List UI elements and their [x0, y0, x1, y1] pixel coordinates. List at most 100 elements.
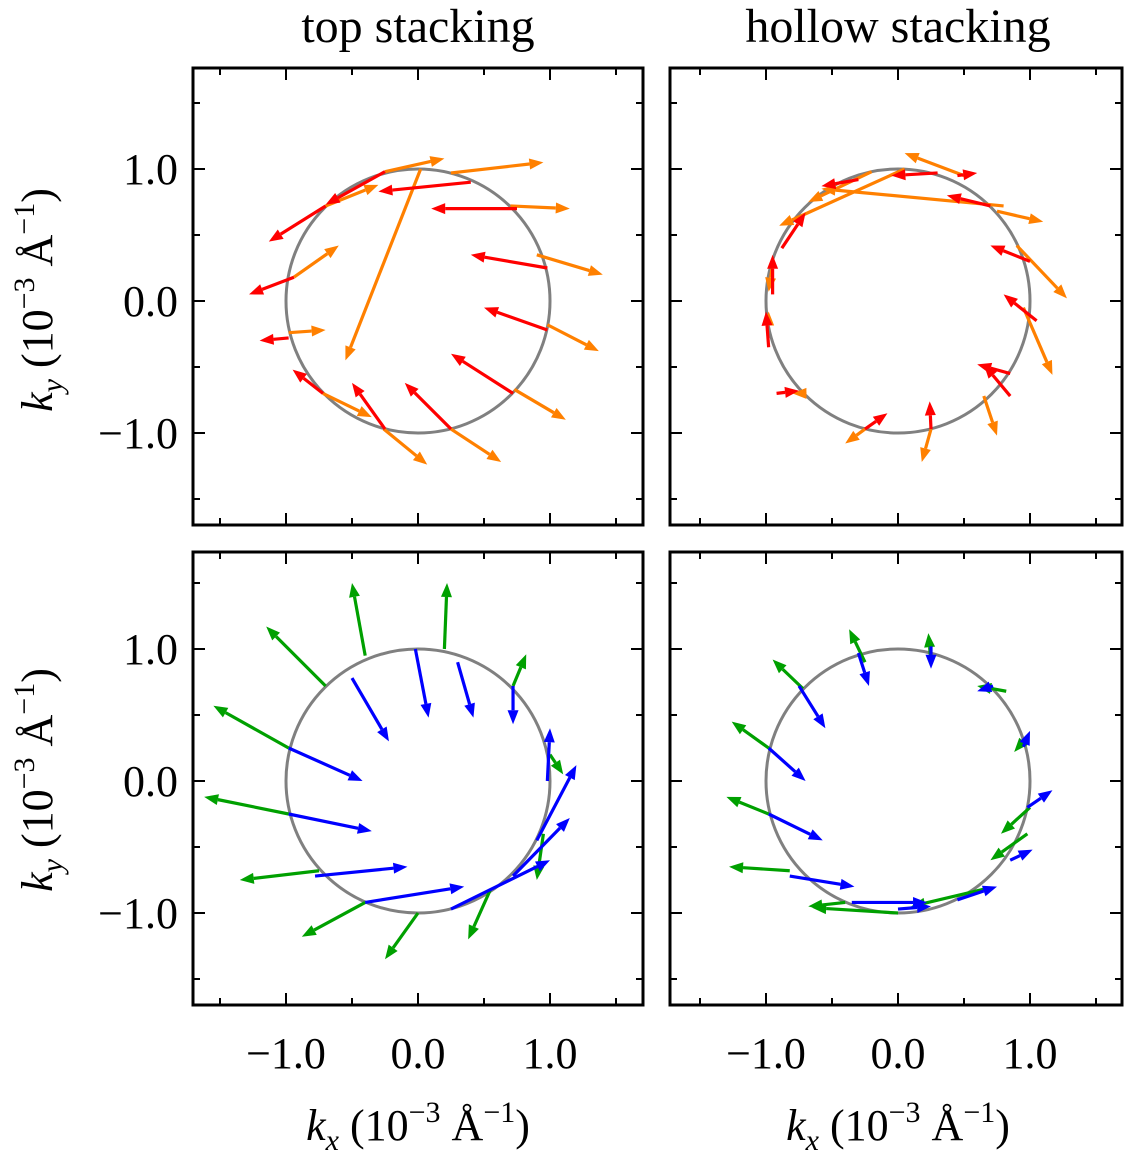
vector-arrow	[450, 860, 550, 911]
vector-arrow	[845, 427, 866, 444]
vector-arrow	[288, 325, 326, 337]
vector-arrow	[729, 862, 790, 874]
title-hollow-stacking: hollow stacking	[745, 0, 1050, 53]
vector-arrow	[507, 685, 519, 725]
vector-arrow	[301, 901, 366, 937]
vector-arrow	[1019, 730, 1030, 748]
vector-arrow	[543, 728, 555, 782]
vector-arrow	[456, 661, 475, 718]
panel-top-stacking-lower: −1.0 0.0 1.0 1.0 0.0 −1.0	[98, 550, 645, 1078]
x-tick-label: 0.0	[391, 1029, 446, 1078]
x-tick-label: 0.0	[871, 1029, 926, 1078]
vector-arrow	[904, 152, 965, 178]
vector-arrow	[325, 170, 386, 205]
vector-arrow	[213, 705, 290, 750]
vector-arrow	[982, 395, 998, 436]
vector-arrow	[382, 427, 428, 465]
panel-hollow-stacking-upper	[668, 66, 1124, 527]
vector-arrow	[996, 209, 1044, 225]
vector-arrow	[450, 158, 544, 175]
y-tick-label: 0.0	[123, 757, 178, 806]
vector-arrow	[731, 721, 770, 750]
vector-arrow	[1021, 306, 1053, 375]
vector-arrow	[1015, 244, 1067, 299]
vector-arrow	[1026, 790, 1053, 809]
vector-arrow	[364, 883, 465, 905]
vector-arrow	[548, 753, 564, 775]
vector-arrow	[287, 746, 363, 781]
x-axis-label-left: kx (10−3 Å−1)	[306, 1096, 530, 1153]
x-axis-label-right: kx (10−3 Å−1)	[786, 1096, 1010, 1153]
unit-circle	[764, 167, 1032, 435]
panel-hollow-stacking-lower: −1.0 0.0 1.0	[668, 550, 1124, 1078]
vector-arrow	[511, 817, 570, 878]
vector-arrow	[450, 427, 502, 463]
vector-arrow	[767, 746, 806, 781]
vector-arrow	[345, 168, 423, 361]
vector-arrow	[385, 912, 420, 960]
title-top-stacking: top stacking	[301, 0, 534, 53]
vector-arrow	[451, 353, 514, 395]
vector-arrow	[292, 369, 324, 395]
x-tick-label: −1.0	[726, 1029, 806, 1078]
vector-arrow	[378, 180, 471, 196]
vector-arrow	[821, 177, 859, 190]
vector-arrow	[1003, 294, 1038, 323]
vector-arrow	[352, 382, 387, 430]
vector-arrow	[413, 648, 432, 718]
vector-arrow	[350, 677, 389, 742]
vector-arrow	[726, 796, 770, 816]
vector-arrow	[546, 323, 599, 352]
vector-arrow	[767, 812, 823, 841]
vector-arrow	[983, 364, 1012, 398]
vector-arrow	[925, 646, 937, 669]
vector-arrow	[789, 874, 855, 890]
vector-arrow	[891, 169, 938, 181]
vector-arrow	[990, 245, 1031, 263]
vector-arrow	[808, 899, 846, 911]
vector-arrow	[470, 251, 548, 270]
vector-arrow	[924, 401, 936, 430]
y-axis-label-upper: ky (10−3 Å−1)	[8, 188, 69, 412]
vector-arrow	[266, 626, 327, 688]
vector-arrow	[468, 888, 493, 940]
vector-arrow	[761, 311, 773, 348]
vector-arrow	[990, 832, 1029, 861]
vector-arrow	[767, 254, 779, 295]
vector-arrow	[440, 583, 452, 650]
x-tick-label: 1.0	[1003, 1029, 1058, 1078]
vector-arrow	[510, 202, 570, 214]
panel-top-stacking-upper: 1.0 0.0 −1.0	[98, 66, 645, 527]
vector-arrow	[977, 681, 994, 693]
y-tick-label: 1.0	[123, 145, 178, 194]
vector-arrow	[849, 629, 867, 663]
y-tick-label: 1.0	[123, 625, 178, 674]
plot-frame	[191, 550, 645, 1007]
vector-arrow	[1000, 806, 1032, 834]
vector-arrow	[851, 896, 928, 908]
y-tick-label: 0.0	[123, 277, 178, 326]
vector-arrow	[1009, 849, 1033, 862]
vector-arrow	[535, 765, 577, 842]
vector-arrow	[956, 885, 997, 902]
vector-arrow	[856, 652, 870, 686]
vector-arrow	[249, 275, 295, 295]
unit-circle	[284, 167, 552, 435]
vector-arrow	[431, 203, 517, 215]
vector-arrow	[513, 388, 566, 420]
vector-arrow	[322, 391, 372, 418]
vector-arrow	[268, 204, 327, 242]
x-tick-label: 1.0	[523, 1029, 578, 1078]
y-tick-label: −1.0	[98, 409, 178, 458]
vector-arrow	[484, 307, 548, 332]
vector-arrow	[797, 685, 826, 729]
vector-arrow	[314, 862, 408, 878]
vector-arrow	[239, 869, 320, 884]
vector-arrow	[780, 212, 806, 250]
vector-arrow	[349, 583, 367, 656]
vector-arrow	[511, 654, 527, 687]
vector-arrow	[288, 812, 372, 834]
vector-arrow	[946, 193, 991, 208]
vector-arrow	[404, 382, 453, 431]
